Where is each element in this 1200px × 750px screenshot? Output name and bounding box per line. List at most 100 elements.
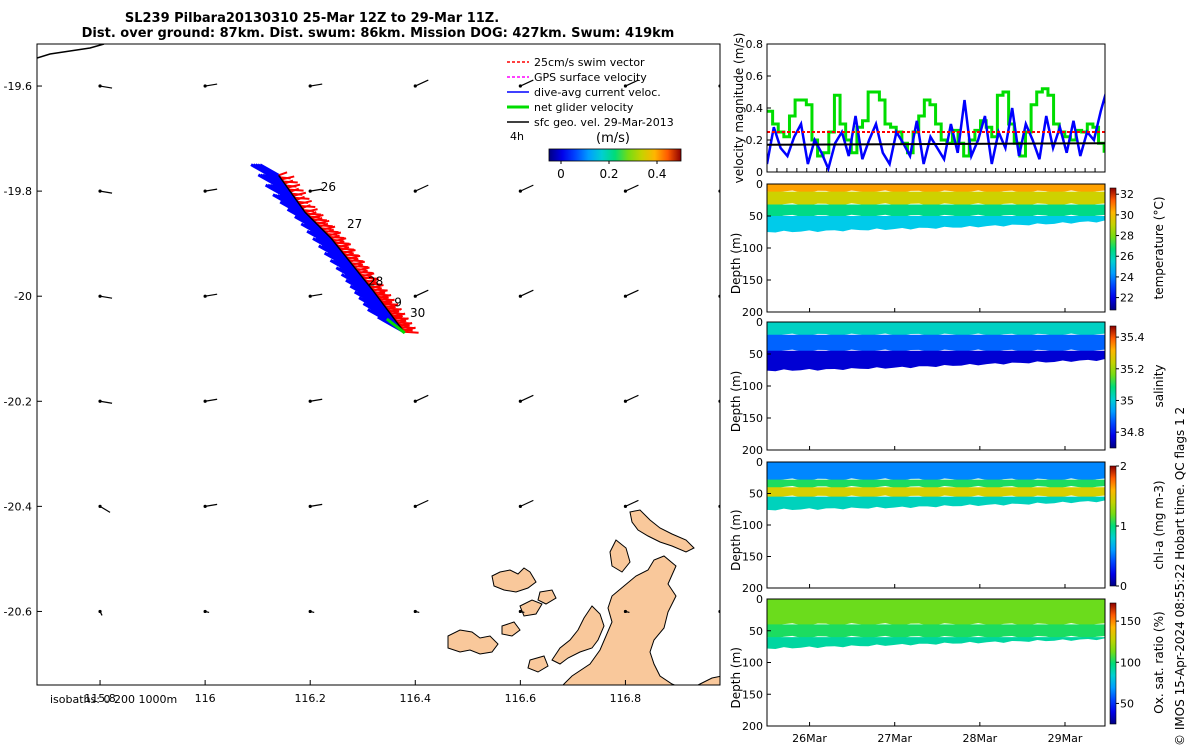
- swim-vector: [322, 225, 336, 231]
- speed-colorbar-tick-label: 0.2: [599, 167, 618, 181]
- title-line-2: Dist. over ground: 87km. Dist. swum: 86k…: [82, 26, 675, 41]
- velocity-y-tick-label: 0.2: [746, 134, 764, 147]
- section-layer: [767, 191, 1105, 206]
- section-layer: [767, 334, 1105, 353]
- geo-velocity-origin: [518, 294, 522, 298]
- colorbar-tick-label: 35.2: [1120, 363, 1145, 376]
- colorbar-tick-label: 34.8: [1120, 426, 1145, 439]
- section-y-tick-label: 100: [742, 380, 763, 393]
- section-y-label: Depth (m): [729, 647, 743, 708]
- swim-vector: [298, 199, 312, 205]
- geo-velocity-vector: [310, 398, 323, 402]
- coast-line-top-left: [37, 44, 105, 59]
- geo-velocity-origin: [413, 294, 417, 298]
- section-y-tick-label: 0: [756, 593, 763, 606]
- swim-vector: [319, 222, 329, 228]
- geo-velocity-vector: [719, 505, 720, 507]
- geo-velocity-origin: [308, 504, 312, 508]
- colorbar-tick-label: 100: [1120, 656, 1141, 669]
- section-field-chlorophyll: [767, 462, 1105, 511]
- geo-velocity-vector: [520, 79, 534, 87]
- colorbar-label-salinity: salinity: [1152, 364, 1166, 407]
- swim-vector: [278, 171, 288, 177]
- map-y-tick-label: -20.2: [4, 395, 32, 408]
- colorbar-chlorophyll: [1109, 465, 1117, 587]
- swim-vector: [385, 303, 399, 309]
- colorbar-tick-label: 24: [1120, 271, 1134, 284]
- geo-velocity-vector: [719, 611, 720, 613]
- geo-velocity-vector: [205, 503, 218, 507]
- velocity-series-geo: [767, 142, 1105, 146]
- swim-vector: [402, 326, 416, 332]
- swim-vector: [358, 269, 368, 275]
- section-y-tick-label: 50: [749, 210, 763, 223]
- swim-vector: [284, 179, 294, 185]
- map-x-tick-label: 116.2: [294, 692, 326, 705]
- velocity-y-tick-label: 0.8: [746, 38, 764, 51]
- section-layer: [767, 216, 1105, 233]
- velocity-x-ticks: [766, 168, 1096, 172]
- swim-vector: [307, 211, 317, 216]
- section-y-tick-label: 200: [742, 306, 763, 319]
- geo-velocity-vector: [205, 398, 218, 402]
- swim-vector: [337, 243, 352, 249]
- geo-velocity-origin: [413, 609, 417, 614]
- swim-vector: [293, 191, 307, 197]
- geo-velocity-origin: [623, 189, 628, 193]
- geo-velocity-vector: [99, 295, 113, 299]
- island-large: [551, 605, 605, 665]
- geo-velocity-origin: [203, 84, 207, 88]
- swim-vector: [388, 307, 402, 313]
- map-axes-frame: [36, 43, 721, 686]
- swim-vector: [335, 240, 345, 246]
- swim-vector: [287, 183, 301, 189]
- geo-velocity-vector: [415, 394, 429, 402]
- geo-velocity-origin: [308, 609, 312, 614]
- peninsula: [629, 509, 695, 553]
- swim-vector: [392, 312, 406, 318]
- geo-velocity-origin: [623, 504, 628, 508]
- geo-velocity-vector: [205, 188, 218, 192]
- swim-vector: [381, 298, 395, 304]
- section-field-oxygen: [767, 599, 1105, 650]
- swim-vector: [383, 301, 393, 306]
- map-x-tick-label: 116: [195, 692, 216, 705]
- island-west-4: [537, 589, 557, 605]
- geo-velocity-origin: [413, 189, 417, 193]
- island-west-5: [501, 621, 521, 637]
- velocity-series-current: [767, 91, 1105, 172]
- swim-vector: [376, 291, 386, 297]
- section-layer: [767, 184, 1105, 193]
- swim-vector: [393, 315, 403, 320]
- swim-vector: [399, 321, 413, 327]
- day-label: 28: [368, 275, 383, 289]
- day-label: 30: [410, 306, 425, 320]
- swim-vector: [379, 296, 389, 302]
- day-label: 26: [321, 180, 336, 194]
- colorbar-tick-label: 30: [1120, 209, 1134, 222]
- velocity-y-tick-label: 0.6: [746, 70, 764, 83]
- swim-vector: [310, 213, 324, 219]
- swim-vector: [347, 254, 361, 260]
- legend-item-gps: GPS surface velocity: [534, 71, 647, 84]
- swim-vector: [325, 228, 335, 234]
- geo-velocity-vector: [520, 289, 534, 297]
- section-layer: [767, 487, 1105, 498]
- geo-velocity-vector: [205, 293, 218, 297]
- date-tick-label: 28Mar: [962, 732, 997, 745]
- map-y-tick-label: -20: [14, 290, 32, 303]
- section-y-tick-label: 100: [742, 519, 763, 532]
- section-layer: [767, 637, 1105, 650]
- day-label: 9: [394, 296, 402, 310]
- section-salinity: 0 50 100 150 200 Depth (m) 34.8 35 35.2 35.4 salin…: [729, 316, 1166, 457]
- map-y-tick-label: -19.8: [4, 185, 32, 198]
- geo-velocity-vector: [99, 190, 113, 194]
- swim-vector: [386, 305, 396, 311]
- geo-velocity-origin: [203, 189, 207, 193]
- day-labels: 26 27 28 9 30: [321, 180, 426, 320]
- swim-vector: [301, 204, 311, 209]
- geo-velocity-origin: [308, 399, 312, 403]
- glider-track: [250, 163, 419, 335]
- speed-colorbar-tick-label: 0: [557, 167, 565, 181]
- geo-velocity-vector: [520, 394, 534, 402]
